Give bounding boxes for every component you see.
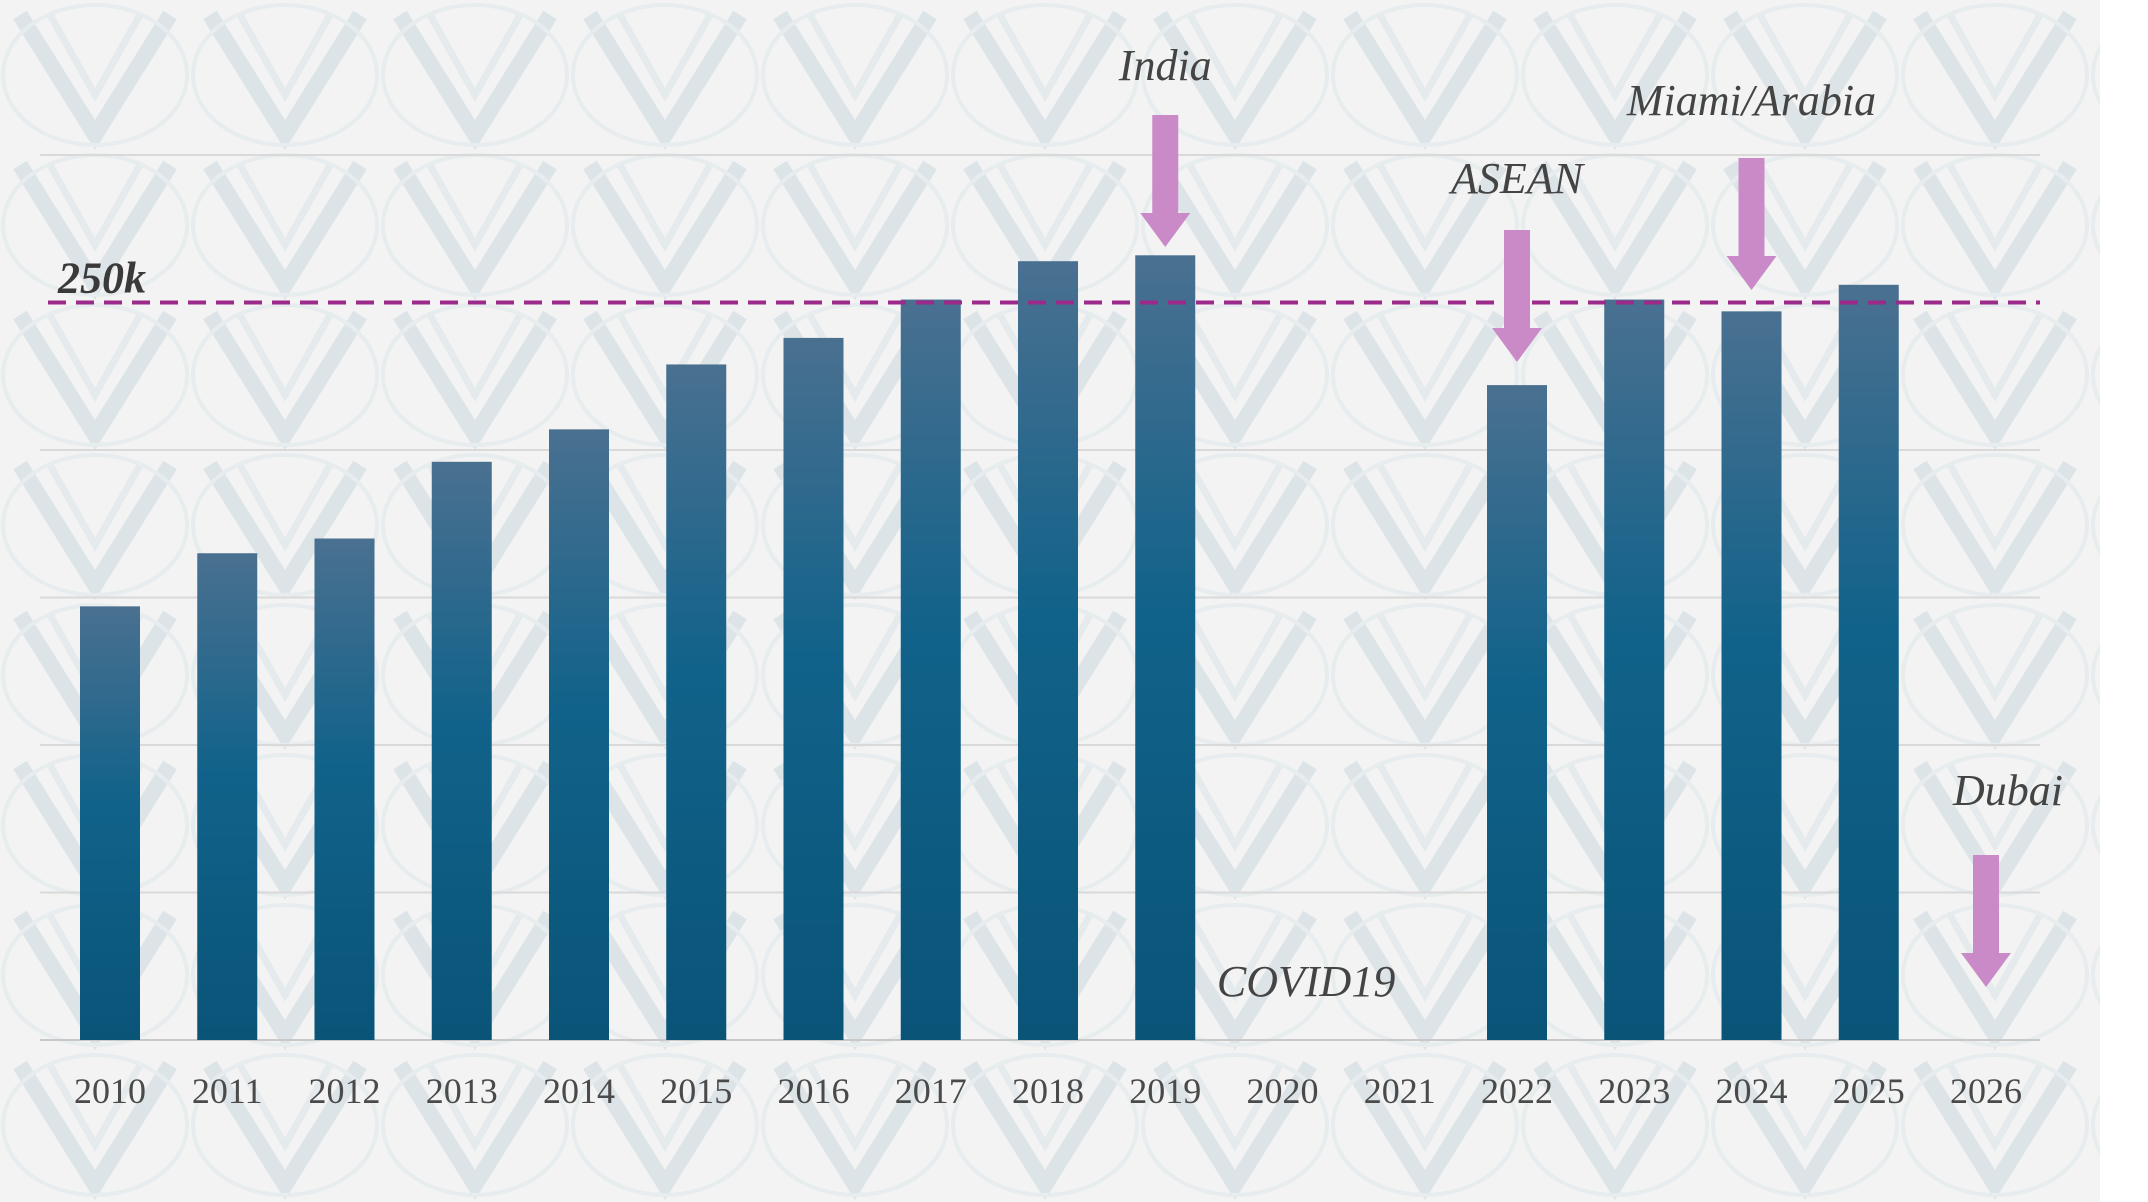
reference-line-group: 250k xyxy=(48,254,2040,305)
annotation-arrow xyxy=(1140,115,1191,247)
reference-line-label: 250k xyxy=(57,254,146,303)
bar xyxy=(314,538,375,1040)
x-tick-label: 2020 xyxy=(1247,1071,1319,1111)
bar xyxy=(1135,255,1196,1041)
bar xyxy=(666,364,727,1040)
annotations: India ASEAN Miami/Arabia Dubai COVID19 xyxy=(1118,41,2063,1006)
annotation-label: COVID19 xyxy=(1217,957,1395,1006)
bar xyxy=(549,429,609,1041)
x-tick-label: 2013 xyxy=(426,1071,498,1111)
chart-canvas: 2010 2011 2012 2013 2014 2015 2016 2017 2018 2019… xyxy=(0,0,2100,1202)
x-tick-label: 2021 xyxy=(1364,1071,1436,1111)
x-tick-label: 2016 xyxy=(778,1071,850,1111)
annotation-arrow xyxy=(1492,230,1542,362)
bar xyxy=(1018,261,1078,1040)
x-tick-label: 2014 xyxy=(543,1071,615,1111)
annotation-arrow xyxy=(1961,855,2011,987)
annotation-label: Miami/Arabia xyxy=(1626,76,1876,125)
bar xyxy=(1604,299,1665,1040)
x-tick-label: 2011 xyxy=(192,1071,263,1111)
bar xyxy=(197,553,258,1040)
bar xyxy=(1487,385,1547,1041)
x-tick-label: 2026 xyxy=(1950,1071,2022,1111)
annotation-label: Dubai xyxy=(1952,766,2063,815)
x-axis: 2010 2011 2012 2013 2014 2015 2016 2017 2018 2019… xyxy=(74,1071,2022,1111)
annotation-arrow xyxy=(1726,158,1777,290)
bar xyxy=(783,337,844,1040)
x-tick-label: 2015 xyxy=(660,1071,732,1111)
x-tick-label: 2024 xyxy=(1716,1071,1788,1111)
bar xyxy=(1721,311,1782,1041)
annotation-label: India xyxy=(1118,41,1212,90)
bar xyxy=(1838,284,1899,1040)
bar xyxy=(80,606,140,1040)
bar-chart: 2010 2011 2012 2013 2014 2015 2016 2017 2018 2019… xyxy=(0,0,2100,1202)
annotation-label: ASEAN xyxy=(1448,154,1586,203)
bars xyxy=(80,255,1899,1041)
x-tick-label: 2023 xyxy=(1598,1071,1670,1111)
x-tick-label: 2012 xyxy=(309,1071,381,1111)
bar xyxy=(431,461,492,1040)
x-tick-label: 2010 xyxy=(74,1071,146,1111)
x-tick-label: 2018 xyxy=(1012,1071,1084,1111)
x-tick-label: 2019 xyxy=(1129,1071,1201,1111)
x-tick-label: 2017 xyxy=(895,1071,967,1111)
x-tick-label: 2022 xyxy=(1481,1071,1553,1111)
bar xyxy=(900,299,961,1040)
x-tick-label: 2025 xyxy=(1833,1071,1905,1111)
